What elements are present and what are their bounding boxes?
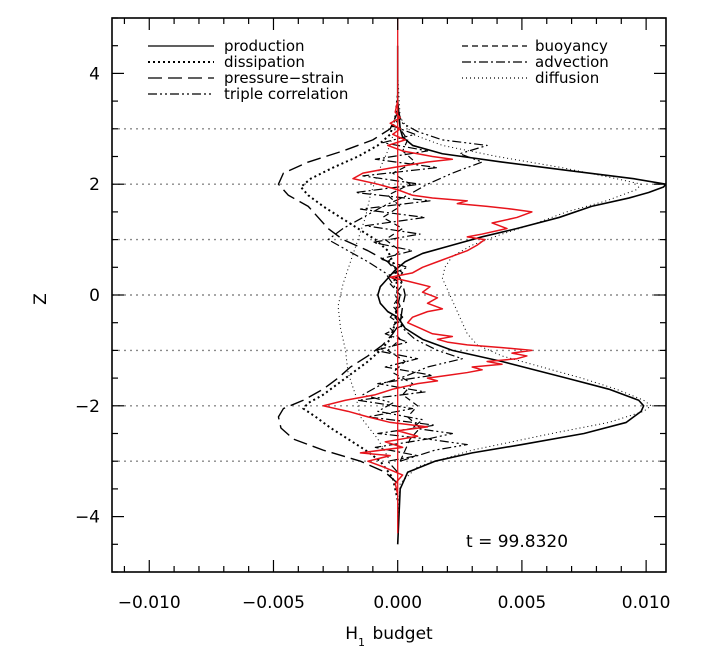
legend-label-triple-correlation: triple correlation xyxy=(224,85,348,103)
legend-label-diffusion: diffusion xyxy=(535,69,599,87)
legend-label-pressure-strain: pressure−strain xyxy=(224,69,344,87)
legend-label-production: production xyxy=(224,37,305,55)
y-tick-label: 0 xyxy=(89,286,100,306)
series-layer xyxy=(277,18,666,545)
axis-ticks xyxy=(112,17,666,573)
series-line-dissipation xyxy=(299,95,399,501)
x-axis-label: H1 budget xyxy=(345,624,433,649)
y-tick-label: −2 xyxy=(75,397,100,417)
series-line-production xyxy=(377,45,666,545)
series-line-red-profile-8 xyxy=(322,100,533,495)
legend-label-advection: advection xyxy=(535,53,609,71)
legend-label-buoyancy: buoyancy xyxy=(535,37,608,55)
series-line-diffusion xyxy=(337,128,396,462)
series-line-triple-correlation xyxy=(327,111,488,462)
series-line-pressure-strain xyxy=(277,111,406,484)
series-line-advection xyxy=(354,106,439,473)
y-axis-label: Z xyxy=(31,293,51,305)
y-tick-label: −4 xyxy=(75,508,100,528)
y-tick-label: 2 xyxy=(89,175,100,195)
y-tick-labels: −4 −2 0 2 4 xyxy=(75,64,100,527)
y-tick-label: 4 xyxy=(89,64,100,84)
series-line-diffusion xyxy=(397,73,652,517)
x-tick-label: −0.005 xyxy=(242,593,305,613)
x-tick-label: 0.005 xyxy=(498,593,547,613)
time-annotation: t = 99.8320 xyxy=(466,532,568,552)
x-tick-label: −0.010 xyxy=(118,593,181,613)
legend-label-dissipation: dissipation xyxy=(224,53,305,71)
x-tick-labels: −0.010 −0.005 0.000 0.005 0.010 xyxy=(118,593,671,613)
legend: productiondissipationpressure−straintrip… xyxy=(148,37,609,103)
x-tick-label: 0.000 xyxy=(373,593,422,613)
x-tick-label: 0.010 xyxy=(622,593,671,613)
